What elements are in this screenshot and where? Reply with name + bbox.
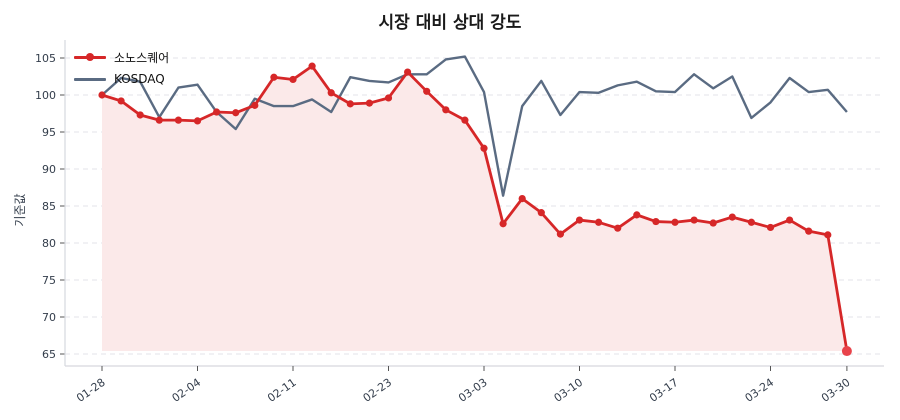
x-tick-label: 01-28 — [74, 376, 108, 405]
data-point — [423, 87, 431, 95]
data-point — [346, 100, 354, 108]
legend-label-kosdaq: KOSDAQ — [114, 72, 165, 86]
y-tick-label: 90 — [42, 163, 56, 176]
legend-label-stock: 소노스퀘어 — [114, 50, 170, 65]
y-tick-label: 95 — [42, 126, 56, 139]
legend: 소노스퀘어 KOSDAQ — [74, 46, 169, 90]
data-point — [232, 109, 240, 117]
area-fill — [102, 66, 847, 352]
data-point — [766, 223, 775, 232]
legend-item-stock: 소노스퀘어 — [74, 46, 169, 68]
x-tick-label: 02-11 — [265, 376, 299, 405]
stock-line — [101, 64, 849, 352]
x-tick-label: 03-10 — [552, 376, 586, 405]
data-point — [442, 106, 450, 114]
data-point — [728, 213, 736, 221]
x-tick-label: 02-04 — [170, 376, 204, 405]
data-point — [633, 211, 641, 219]
chart-title: 시장 대비 상대 강도 — [378, 13, 522, 33]
y-tick-label: 100 — [35, 89, 56, 102]
data-point — [213, 108, 221, 116]
data-point — [98, 91, 106, 99]
data-point — [595, 218, 603, 226]
data-point — [174, 116, 182, 124]
series-lines — [98, 55, 852, 357]
data-point — [747, 218, 756, 226]
data-point — [841, 346, 852, 357]
y-tick-label: 65 — [42, 348, 56, 361]
data-point — [117, 97, 125, 105]
legend-swatch-kosdaq — [74, 73, 106, 85]
data-point — [824, 231, 832, 239]
data-point — [289, 75, 297, 84]
x-tick-label: 03-03 — [456, 376, 490, 405]
kosdaq-line — [101, 55, 848, 197]
x-tick-label: 02-23 — [361, 376, 395, 405]
data-point — [652, 217, 660, 226]
data-point — [384, 94, 393, 102]
x-tick-label: 03-30 — [819, 376, 853, 405]
data-point — [404, 68, 412, 76]
y-tick-label: 75 — [42, 274, 56, 287]
data-point — [671, 218, 679, 226]
legend-swatch-stock — [74, 51, 106, 63]
data-point — [537, 209, 545, 217]
data-point — [155, 116, 163, 124]
y-tick-label: 70 — [42, 311, 56, 324]
legend-item-kosdaq: KOSDAQ — [74, 68, 169, 90]
x-tick-label: 03-17 — [647, 376, 681, 405]
data-point — [193, 117, 202, 125]
y-tick-label: 105 — [35, 52, 56, 65]
x-tick-label: 03-24 — [743, 376, 777, 405]
data-point — [136, 111, 144, 119]
y-axis-label: 기준값 — [13, 193, 27, 226]
data-point — [308, 62, 316, 70]
y-tick-label: 85 — [42, 200, 56, 213]
data-point — [327, 89, 335, 97]
data-point — [251, 101, 259, 109]
y-tick-label: 80 — [42, 237, 56, 250]
data-point — [365, 99, 373, 107]
data-point — [575, 216, 584, 224]
data-point — [805, 227, 813, 235]
data-point — [499, 220, 507, 228]
data-point — [480, 144, 488, 152]
data-point — [556, 230, 565, 238]
data-point — [270, 73, 278, 81]
data-point — [518, 195, 526, 203]
data-point — [690, 216, 698, 224]
data-point — [614, 224, 622, 232]
data-point — [461, 116, 469, 124]
data-point — [709, 219, 717, 227]
data-point — [786, 216, 794, 224]
